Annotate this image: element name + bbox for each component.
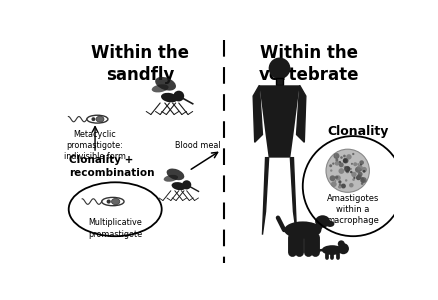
Circle shape [339, 168, 344, 174]
Circle shape [335, 176, 338, 179]
Circle shape [343, 159, 347, 163]
Circle shape [363, 170, 366, 173]
Circle shape [339, 162, 344, 167]
Circle shape [343, 158, 349, 164]
Text: Amastigotes
within a
macrophage: Amastigotes within a macrophage [327, 194, 380, 225]
Circle shape [361, 177, 367, 183]
Circle shape [356, 175, 361, 180]
Circle shape [338, 240, 345, 247]
Circle shape [360, 178, 365, 183]
Circle shape [358, 172, 363, 177]
Ellipse shape [322, 245, 343, 255]
Circle shape [350, 171, 353, 173]
Ellipse shape [172, 182, 186, 190]
Circle shape [332, 163, 335, 165]
Ellipse shape [166, 169, 184, 180]
Circle shape [349, 183, 353, 188]
Circle shape [361, 182, 364, 185]
Circle shape [330, 169, 332, 172]
Circle shape [346, 170, 349, 173]
Circle shape [360, 169, 362, 171]
Circle shape [329, 164, 332, 167]
Polygon shape [253, 85, 262, 142]
Text: Within the
sandfly: Within the sandfly [91, 44, 189, 84]
Polygon shape [262, 158, 268, 235]
Circle shape [268, 58, 290, 79]
Polygon shape [290, 158, 297, 235]
Ellipse shape [164, 175, 178, 182]
Circle shape [345, 179, 347, 182]
Circle shape [335, 161, 339, 166]
Circle shape [335, 180, 336, 182]
Ellipse shape [155, 77, 176, 91]
Circle shape [358, 177, 361, 180]
Circle shape [336, 154, 339, 157]
Circle shape [331, 182, 337, 187]
Text: Multiplicative
promastigote: Multiplicative promastigote [88, 218, 142, 239]
Ellipse shape [152, 84, 169, 92]
Circle shape [333, 153, 339, 159]
Ellipse shape [96, 116, 104, 122]
Circle shape [344, 166, 350, 172]
Ellipse shape [315, 221, 323, 232]
Circle shape [338, 185, 342, 189]
Ellipse shape [161, 93, 178, 102]
Text: Metacyclic
promastigote:
indivisible form: Metacyclic promastigote: indivisible for… [64, 130, 126, 161]
Text: Within the
vertebrate: Within the vertebrate [259, 44, 359, 84]
Text: Clonality: Clonality [328, 125, 389, 138]
Circle shape [355, 167, 361, 173]
Circle shape [336, 175, 341, 181]
Circle shape [340, 156, 343, 159]
Circle shape [347, 167, 350, 169]
Circle shape [346, 154, 352, 160]
Circle shape [336, 159, 338, 161]
Ellipse shape [112, 198, 120, 205]
Circle shape [92, 117, 95, 121]
Circle shape [339, 183, 342, 186]
Circle shape [353, 162, 357, 166]
Ellipse shape [284, 221, 321, 239]
Circle shape [361, 177, 364, 180]
Circle shape [360, 164, 362, 166]
Circle shape [330, 175, 336, 181]
Circle shape [359, 160, 364, 165]
Polygon shape [256, 85, 303, 158]
Circle shape [343, 155, 346, 158]
Circle shape [351, 163, 353, 165]
Circle shape [357, 165, 363, 170]
Circle shape [351, 172, 357, 177]
FancyBboxPatch shape [276, 78, 283, 85]
Circle shape [339, 161, 341, 163]
Circle shape [348, 167, 350, 168]
Circle shape [106, 200, 111, 204]
Ellipse shape [326, 221, 334, 227]
Circle shape [352, 153, 354, 155]
Circle shape [347, 167, 351, 171]
Circle shape [359, 168, 360, 170]
Circle shape [357, 174, 362, 179]
Circle shape [338, 243, 349, 254]
Circle shape [182, 180, 191, 189]
Circle shape [344, 166, 346, 169]
Circle shape [341, 184, 346, 188]
Circle shape [353, 177, 356, 179]
Circle shape [352, 178, 355, 181]
Text: Clonality +
recombination: Clonality + recombination [69, 155, 154, 178]
Text: Blood meal: Blood meal [175, 141, 221, 150]
Circle shape [350, 168, 352, 170]
Circle shape [357, 163, 359, 165]
Circle shape [173, 91, 184, 101]
Circle shape [338, 180, 342, 184]
Polygon shape [297, 85, 306, 142]
Circle shape [335, 153, 339, 157]
Circle shape [326, 149, 369, 192]
Circle shape [361, 167, 367, 172]
Ellipse shape [315, 215, 330, 228]
